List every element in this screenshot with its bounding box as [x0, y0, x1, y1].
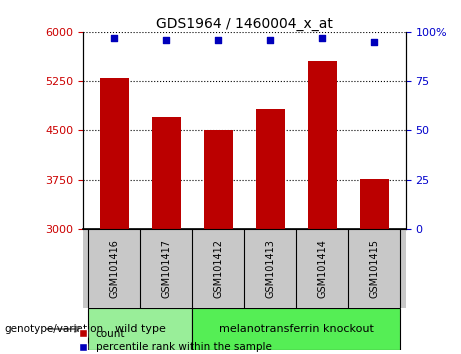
- Bar: [360, 179, 389, 229]
- Bar: [88, 308, 192, 350]
- Text: GSM101413: GSM101413: [266, 239, 275, 298]
- Text: wild type: wild type: [115, 324, 165, 334]
- Text: GSM101417: GSM101417: [161, 239, 171, 298]
- Text: GSM101412: GSM101412: [213, 239, 223, 298]
- Point: [163, 37, 170, 42]
- Point: [371, 39, 378, 45]
- Text: GSM101416: GSM101416: [109, 239, 119, 298]
- Title: GDS1964 / 1460004_x_at: GDS1964 / 1460004_x_at: [156, 17, 333, 31]
- Point: [215, 37, 222, 42]
- Bar: [308, 61, 337, 229]
- Bar: [204, 130, 233, 229]
- Bar: [192, 308, 401, 350]
- Bar: [100, 79, 129, 229]
- Point: [266, 37, 274, 42]
- Bar: [256, 109, 284, 229]
- Legend: count, percentile rank within the sample: count, percentile rank within the sample: [79, 329, 272, 352]
- Text: GSM101415: GSM101415: [369, 239, 379, 298]
- Bar: [152, 117, 181, 229]
- Text: genotype/variation: genotype/variation: [5, 324, 104, 334]
- Text: GSM101414: GSM101414: [318, 239, 327, 298]
- Text: melanotransferrin knockout: melanotransferrin knockout: [219, 324, 374, 334]
- Point: [111, 35, 118, 41]
- Point: [319, 35, 326, 41]
